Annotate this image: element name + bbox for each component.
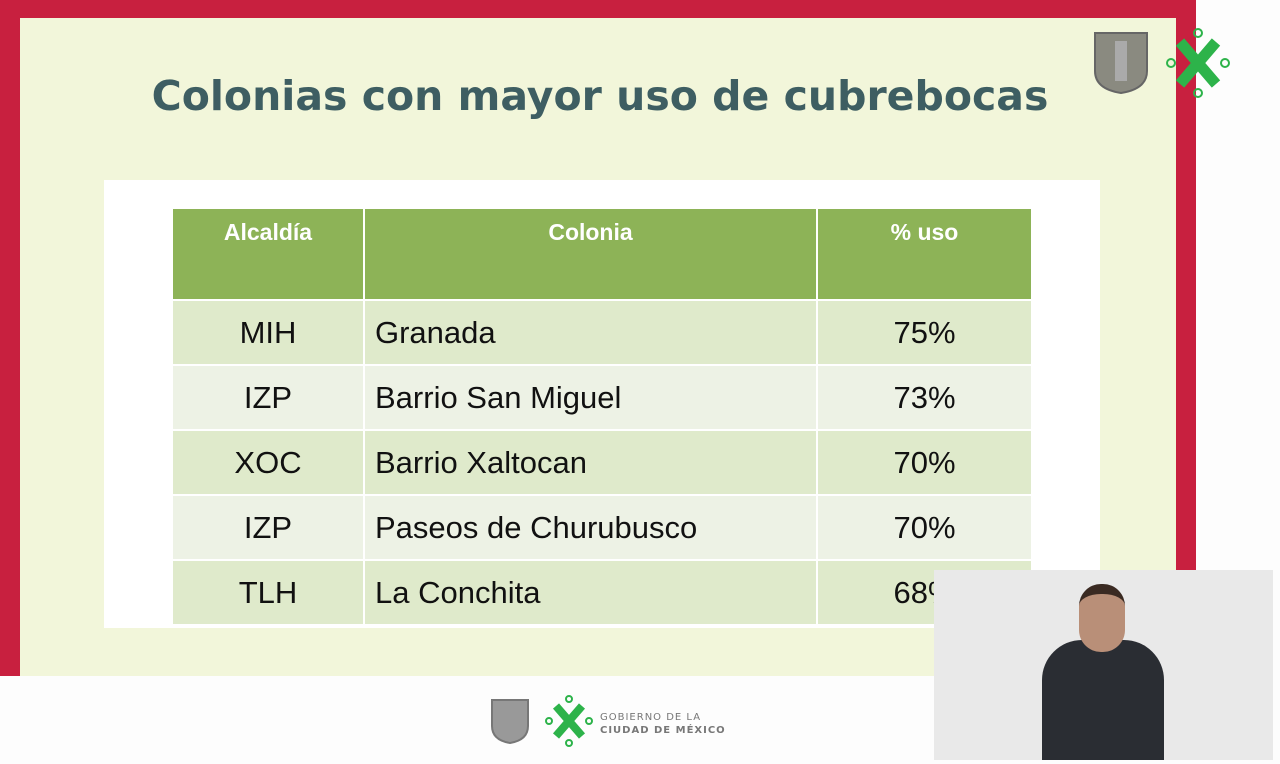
government-line2: CIUDAD DE MÉXICO <box>600 725 726 736</box>
cdmx-logo-icon <box>1166 28 1230 98</box>
cell-colonia: Barrio San Miguel <box>364 364 818 430</box>
table-row: TLH La Conchita 68% <box>173 559 1033 624</box>
sign-language-interpreter-video <box>934 570 1273 760</box>
government-label: GOBIERNO DE LA CIUDAD DE MÉXICO <box>600 711 726 737</box>
table-row: IZP Paseos de Churubusco 70% <box>173 494 1033 560</box>
cell-alcaldia: IZP <box>173 364 365 430</box>
coat-of-arms-icon <box>1094 32 1148 95</box>
cell-uso: 70% <box>817 494 1033 560</box>
table-row: XOC Barrio Xaltocan 70% <box>173 429 1033 495</box>
cell-uso: 73% <box>817 364 1033 430</box>
interpreter-body <box>1042 640 1164 760</box>
cell-colonia: Paseos de Churubusco <box>364 494 818 560</box>
colonias-table: Alcaldía Colonia % uso MIH Granada 75% IZP… <box>173 209 1033 624</box>
cell-alcaldia: TLH <box>173 559 365 624</box>
cdmx-logo-footer-icon <box>545 695 593 747</box>
cell-colonia: Barrio Xaltocan <box>364 429 818 495</box>
cell-uso: 70% <box>817 429 1033 495</box>
table-row: MIH Granada 75% <box>173 299 1033 365</box>
slide-title: Colonias con mayor uso de cubrebocas <box>151 72 1049 120</box>
cell-alcaldia: XOC <box>173 429 365 495</box>
government-line1: GOBIERNO DE LA <box>600 712 702 723</box>
header-colonia: Colonia <box>364 209 818 300</box>
cell-alcaldia: IZP <box>173 494 365 560</box>
interpreter-head <box>1079 584 1125 652</box>
cell-colonia: La Conchita <box>364 559 818 624</box>
header-uso: % uso <box>817 209 1033 300</box>
coat-of-arms-footer-icon <box>491 699 529 744</box>
table-row: IZP Barrio San Miguel 73% <box>173 364 1033 430</box>
table-header: Alcaldía Colonia % uso <box>173 209 1033 300</box>
cell-alcaldia: MIH <box>173 299 365 365</box>
header-alcaldia: Alcaldía <box>173 209 365 300</box>
cell-uso: 75% <box>817 299 1033 365</box>
cell-colonia: Granada <box>364 299 818 365</box>
